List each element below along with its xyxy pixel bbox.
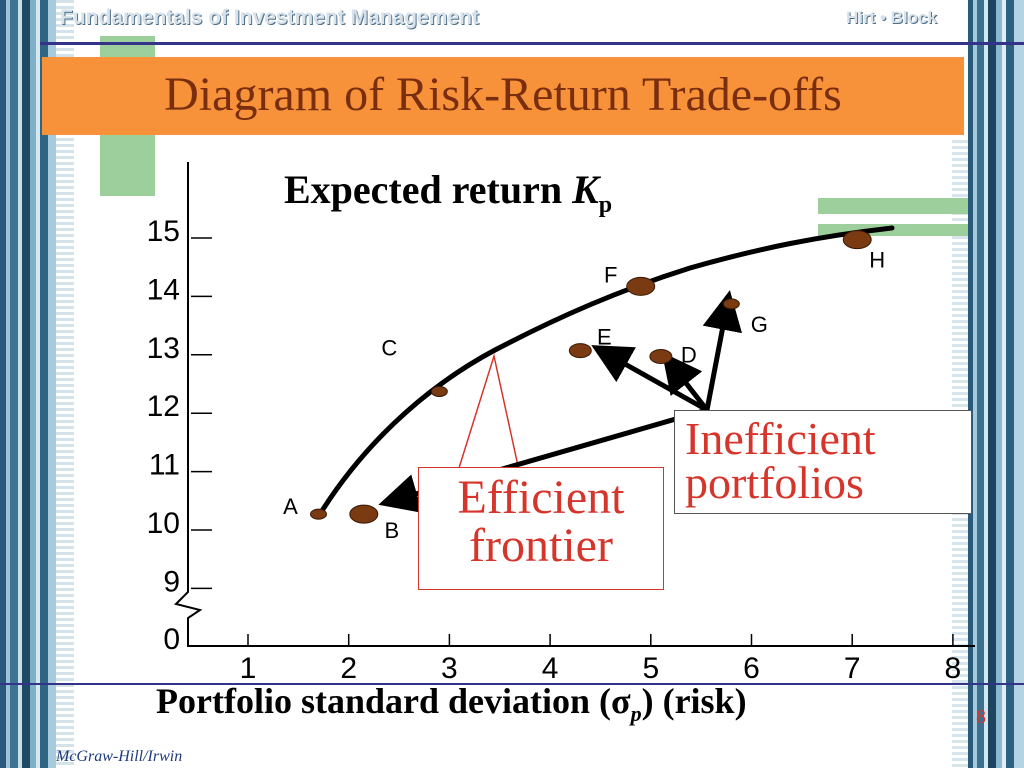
book-title: Fundamentals of Investment Management [60, 6, 479, 29]
decorative-left-pattern [56, 0, 74, 768]
portfolio-point-g [722, 298, 740, 310]
arrow-to-g [702, 290, 743, 411]
portfolio-point-c [430, 386, 448, 398]
efficient-frontier-curve [317, 225, 895, 517]
y-tick-label: 9 [163, 565, 180, 598]
title-bar: Diagram of Risk-Return Trade-offs [42, 57, 964, 135]
portfolio-label-e: E [597, 325, 612, 350]
portfolio-point-b [349, 504, 379, 524]
y-tick-label: 0 [163, 623, 180, 656]
x-axis-label-symbol: σ [611, 681, 631, 721]
portfolio-point-h [842, 230, 872, 250]
y-tick-label: 14 [147, 273, 180, 306]
portfolio-label-h: H [869, 248, 885, 273]
y-axis-label-sub: p [598, 192, 613, 218]
efficient-frontier-callout: Efficient frontier [418, 467, 664, 590]
x-tick-label: 3 [441, 652, 458, 685]
y-tick-label: 13 [147, 332, 180, 365]
y-tick-label: 11 [149, 449, 180, 482]
x-tick-label: 1 [240, 652, 257, 685]
y-axis-label: Expected return Kp [284, 166, 612, 219]
y-tick-label: 12 [147, 390, 180, 423]
efficient-frontier-line2: frontier [469, 519, 613, 572]
decorative-green-bar-upper [818, 198, 968, 214]
y-tick-label: 15 [147, 215, 180, 248]
decorative-right-strip [968, 0, 1024, 768]
x-axis-label-text: Portfolio standard deviation ( [156, 681, 611, 721]
x-tick-label: 7 [844, 652, 861, 685]
frontier-pointer [458, 353, 519, 469]
inefficient-portfolios-line1: Inefficient [685, 413, 876, 464]
arrow-to-e [591, 345, 709, 413]
portfolio-point-d [649, 348, 673, 364]
efficient-frontier-line1: Efficient [457, 471, 625, 524]
slide-number: 8 [976, 706, 986, 728]
portfolio-point-a [309, 508, 327, 520]
footer-divider [0, 683, 1024, 685]
inefficient-portfolios-callout: Inefficient portfolios [674, 410, 972, 514]
x-axis-label-tail: ) (risk) [641, 681, 747, 721]
inefficient-portfolios-line2: portfolios [685, 457, 864, 508]
x-tick-label: 5 [642, 652, 659, 685]
page-title: Diagram of Risk-Return Trade-offs [164, 68, 842, 121]
y-axis-label-symbol: K [572, 167, 599, 212]
publisher: McGraw-Hill/Irwin [56, 748, 183, 765]
y-axis-label-text: Expected return [284, 167, 573, 212]
portfolio-label-b: B [384, 518, 399, 543]
portfolio-point-f [626, 276, 656, 296]
portfolio-point-e [568, 343, 592, 359]
x-axis-label: Portfolio standard deviation (σp) (risk) [156, 680, 747, 727]
y-tick-label: 10 [147, 507, 180, 540]
x-tick-label: 6 [743, 652, 760, 685]
x-tick-label: 2 [340, 652, 357, 685]
portfolio-label-g: G [751, 312, 768, 337]
header-divider [40, 42, 1024, 45]
portfolio-label-d: D [681, 342, 697, 367]
book-authors: Hirt • Block [846, 8, 937, 27]
axis-lines [174, 162, 975, 647]
x-tick-label: 4 [542, 652, 559, 685]
arrow-to-d [661, 352, 709, 412]
portfolio-label-c: C [381, 336, 397, 361]
portfolio-label-a: A [283, 494, 298, 519]
portfolio-label-f: F [604, 262, 617, 287]
x-axis-label-sub: p [630, 701, 642, 727]
x-tick-label: 8 [945, 652, 962, 685]
